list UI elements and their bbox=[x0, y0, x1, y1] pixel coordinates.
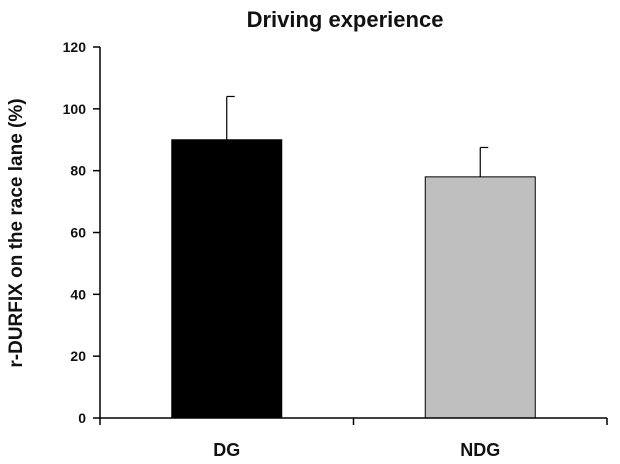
y-tick-label: 60 bbox=[70, 225, 86, 241]
bar-dg bbox=[171, 139, 283, 419]
y-tick-label: 100 bbox=[63, 101, 87, 117]
x-category-label: DG bbox=[213, 440, 240, 460]
x-category-label: NDG bbox=[460, 440, 500, 460]
y-axis-ticks: 0 20 40 60 80 100 120 bbox=[63, 39, 100, 426]
y-tick-label: 120 bbox=[63, 39, 87, 55]
y-tick-label: 80 bbox=[70, 163, 86, 179]
bars bbox=[171, 139, 536, 419]
chart-title: Driving experience bbox=[247, 7, 444, 32]
y-axis-label: r-DURFIX on the race lane (%) bbox=[6, 98, 27, 367]
y-tick-label: 0 bbox=[78, 410, 86, 426]
y-tick-label: 20 bbox=[70, 348, 86, 364]
bar-ndg bbox=[424, 176, 536, 419]
error-bars bbox=[226, 95, 489, 177]
x-axis-categories: DG NDG bbox=[99, 418, 608, 460]
y-tick-label: 40 bbox=[70, 286, 86, 302]
